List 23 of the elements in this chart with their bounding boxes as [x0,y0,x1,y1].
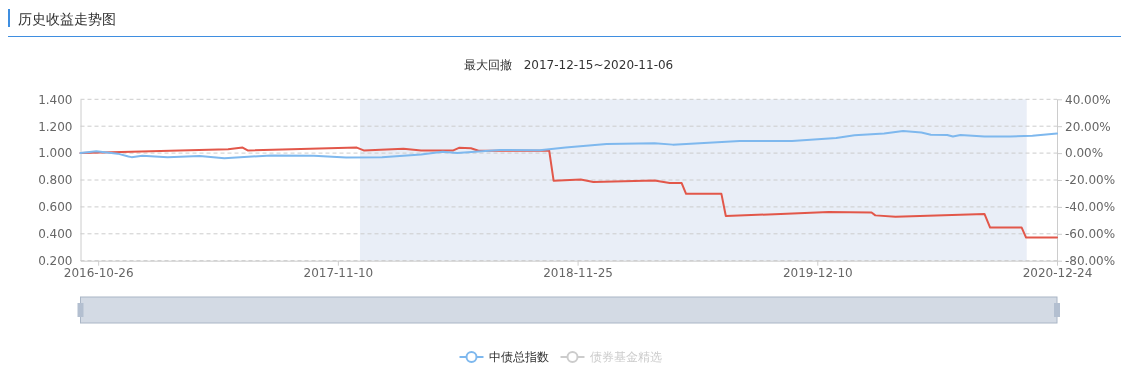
y-tick-label: 0.800 [38,173,73,188]
line-series [79,130,1058,160]
x-tick-label: 2016-10-26 [63,266,134,281]
y-tick-label: 0.600 [38,200,73,215]
y2-tick-label: 40.00% [1065,92,1111,107]
y-tick-label: 1.400 [38,92,73,107]
chart-title: 历史收益走势图 [18,11,116,27]
x-tick-label: 2017-11-10 [303,266,374,281]
y2-tick-label: -20.00% [1065,173,1116,188]
chart-subtitle: 最大回撤 2017-12-15~2020-11-06 [464,58,674,72]
y-tick-label: 0.200 [38,254,73,269]
y2-tick-label: 0.00% [1065,146,1104,161]
legend-label: 中债总指数 [488,350,549,364]
x-tick-label: 2020-12-24 [1022,266,1093,281]
y2-tick-label: -60.00% [1065,227,1116,242]
x-tick-label: 2018-11-25 [543,266,613,281]
y2-tick-label: -40.00% [1065,200,1116,215]
y2-tick-label: -80.00% [1065,254,1116,269]
x-tick-label: 2019-12-10 [782,266,853,281]
y-tick-label: 1.000 [38,146,73,161]
y-tick-label: 1.200 [38,119,73,134]
y2-tick-label: 20.00% [1065,119,1111,134]
y-tick-label: 0.400 [38,227,73,242]
